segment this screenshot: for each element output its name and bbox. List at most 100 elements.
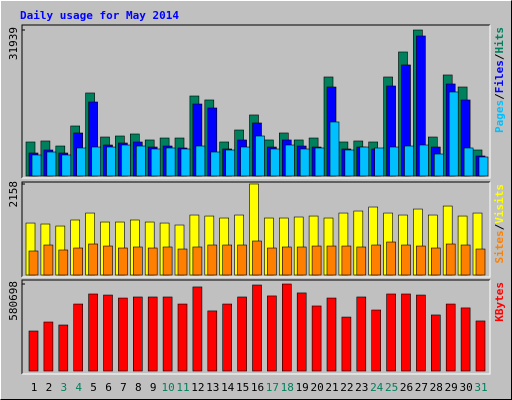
bar [433,153,444,177]
y-tick-label: 2158 [7,181,20,208]
bar [445,303,456,372]
bar [270,148,280,177]
panel-edge-light [22,280,491,375]
bar [121,144,131,177]
bar [296,292,307,372]
bar [252,284,262,372]
x-tick-label: 27 [415,381,428,394]
x-tick-label: 8 [135,381,142,394]
bar [88,243,98,276]
bar [404,145,414,177]
bar [252,240,262,276]
x-tick-label: 6 [105,381,112,394]
bar [103,294,113,372]
bar [389,146,399,177]
x-tick-label: 24 [370,381,384,394]
bar [326,245,337,276]
x-tick-label: 2 [46,381,53,394]
bar [103,245,113,276]
bar [31,154,42,177]
y-tick-label: 31939 [7,27,20,60]
bar [255,135,265,177]
bar [326,297,337,372]
legend-entry: Sites [493,230,506,263]
bar [177,303,188,372]
bar [118,297,128,372]
bar [162,296,173,372]
bar [311,305,322,372]
x-tick-label: 31 [474,381,487,394]
bar [43,321,54,372]
x-tick-label: 11 [176,381,189,394]
legend-entry: Files [493,60,506,93]
bar [386,241,396,276]
bar [43,244,54,276]
x-tick-label: 18 [281,381,294,394]
bar [118,247,128,276]
bar [416,245,426,276]
bar [73,247,83,276]
bar [475,248,486,276]
bar [371,244,382,276]
bar [329,121,340,177]
x-tick-label: 17 [266,381,279,394]
x-tick-label: 13 [206,381,219,394]
bar [296,246,307,276]
bar [281,283,292,372]
legend-separator: / [493,53,506,60]
legend-separator: / [493,93,506,100]
bar [478,156,489,177]
x-tick-label: 9 [150,381,157,394]
x-tick-label: 10 [161,381,174,394]
bar [225,149,235,177]
bar [73,303,83,372]
bar [356,246,367,276]
bar [237,244,247,276]
bar [207,310,218,372]
x-tick-label: 20 [310,381,323,394]
bar [419,144,429,177]
bar [237,296,247,372]
bar [76,147,86,177]
x-tick-label: 26 [400,381,413,394]
x-tick-label: 7 [120,381,127,394]
bar [267,295,277,372]
bar [165,147,176,177]
x-tick-label: 25 [385,381,398,394]
bar [222,303,232,372]
legend: Sites/Visits [493,184,506,264]
bar [284,144,295,177]
x-tick-label: 14 [221,381,235,394]
bar [448,91,459,177]
bar [281,246,292,276]
panel-edge-dark [21,24,490,178]
bar [359,146,370,177]
bar [28,250,39,276]
x-tick-label: 19 [296,381,309,394]
panel-edge-dark [21,279,490,374]
legend-separator: / [493,223,506,230]
bar [88,293,98,372]
bar [314,147,325,177]
bar [460,307,471,372]
bar [192,286,203,372]
x-tick-label: 15 [236,381,249,394]
bar [240,146,250,177]
bar [356,296,367,372]
bar [311,245,322,276]
x-tick-label: 23 [355,381,368,394]
x-tick-label: 22 [340,381,353,394]
bar [106,146,116,177]
panel-edge-light [22,182,491,278]
bar [430,314,441,372]
bar [374,147,385,177]
bar [177,248,188,276]
x-tick-label: 5 [90,381,97,394]
chart-title: Daily usage for May 2014 [20,9,179,22]
panel-edge-light [22,25,491,179]
x-tick-label: 21 [325,381,338,394]
bar [445,243,456,276]
bar [371,309,382,372]
bar [46,151,57,177]
